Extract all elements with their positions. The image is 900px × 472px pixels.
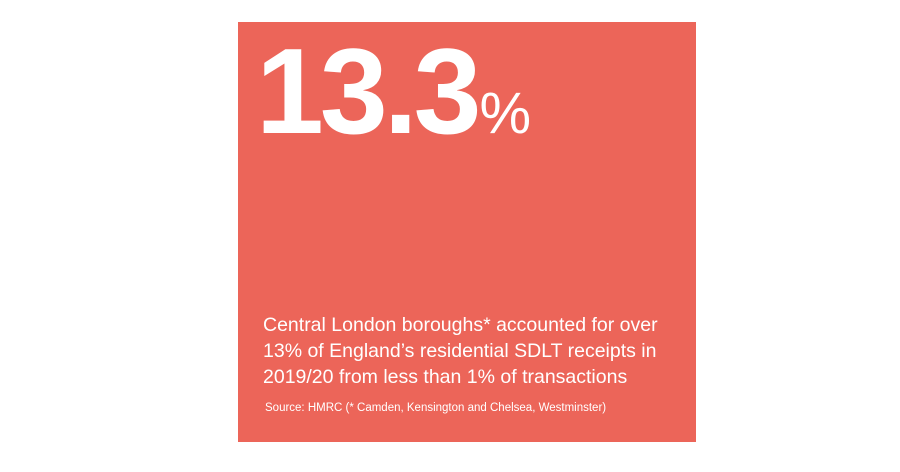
- description: Central London boroughs* accounted for o…: [263, 312, 683, 390]
- stat: 13.3%: [256, 30, 531, 152]
- stat-unit: %: [479, 81, 532, 146]
- description-line: 13% of England’s residential SDLT receip…: [263, 340, 657, 362]
- description-line: 2019/20 from less than 1% of transaction…: [263, 366, 628, 388]
- description-line: Central London boroughs* accounted for o…: [263, 314, 658, 336]
- stat-number: 13.3: [256, 23, 481, 159]
- stat-card: 13.3% Central London boroughs* accounted…: [238, 22, 696, 442]
- source: Source: HMRC (* Camden, Kensington and C…: [265, 402, 607, 414]
